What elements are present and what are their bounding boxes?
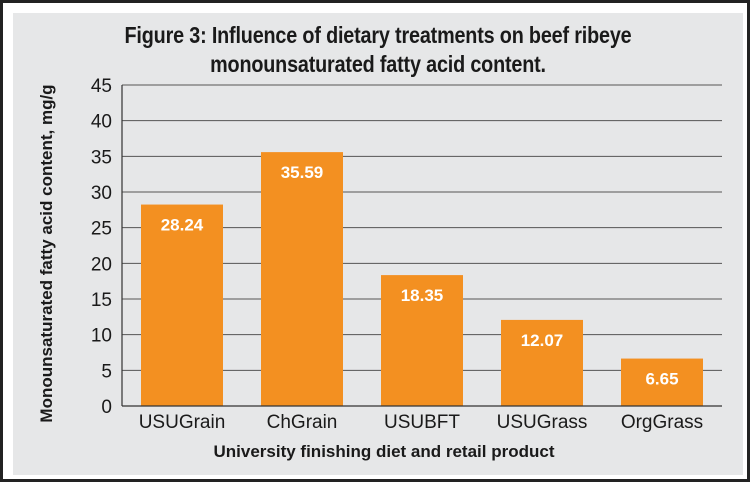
bar xyxy=(261,152,343,406)
y-tick-label: 0 xyxy=(101,397,112,418)
data-label: 28.24 xyxy=(161,216,204,235)
bar xyxy=(381,275,463,406)
data-label: 12.07 xyxy=(521,331,564,350)
x-tick-label: OrgGrass xyxy=(621,412,703,433)
x-axis-title: University finishing diet and retail pro… xyxy=(214,442,555,461)
x-tick-label: USUBFT xyxy=(384,412,460,433)
y-tick-label: 35 xyxy=(91,147,112,168)
chart-title: Figure 3: Influence of dietary treatment… xyxy=(64,21,692,79)
y-tick-label: 45 xyxy=(91,76,112,97)
x-tick-label: USUGrass xyxy=(497,412,588,433)
y-tick-label: 10 xyxy=(91,326,112,347)
bar xyxy=(501,319,583,406)
data-label: 18.35 xyxy=(401,286,444,305)
y-axis-title: Monounsaturated fatty acid content, mg/g xyxy=(37,84,56,422)
chart-title-line-2: monounsaturated fatty acid content. xyxy=(210,51,546,77)
chart-panel: Figure 3: Influence of dietary treatment… xyxy=(13,13,743,475)
y-tick-label: 15 xyxy=(91,290,112,311)
y-tick-label: 25 xyxy=(91,219,112,240)
x-tick-label: USUGrain xyxy=(139,412,226,433)
bar xyxy=(141,204,223,406)
data-label: 6.65 xyxy=(645,370,678,389)
y-tick-label: 30 xyxy=(91,183,112,204)
chart-title-line-1: Figure 3: Influence of dietary treatment… xyxy=(124,22,632,48)
bar xyxy=(621,358,703,406)
data-label: 35.59 xyxy=(281,163,324,182)
y-tick-label: 20 xyxy=(91,254,112,275)
x-tick-label: ChGrain xyxy=(267,412,338,433)
y-tick-label: 5 xyxy=(101,361,112,382)
y-tick-label: 40 xyxy=(91,112,112,133)
